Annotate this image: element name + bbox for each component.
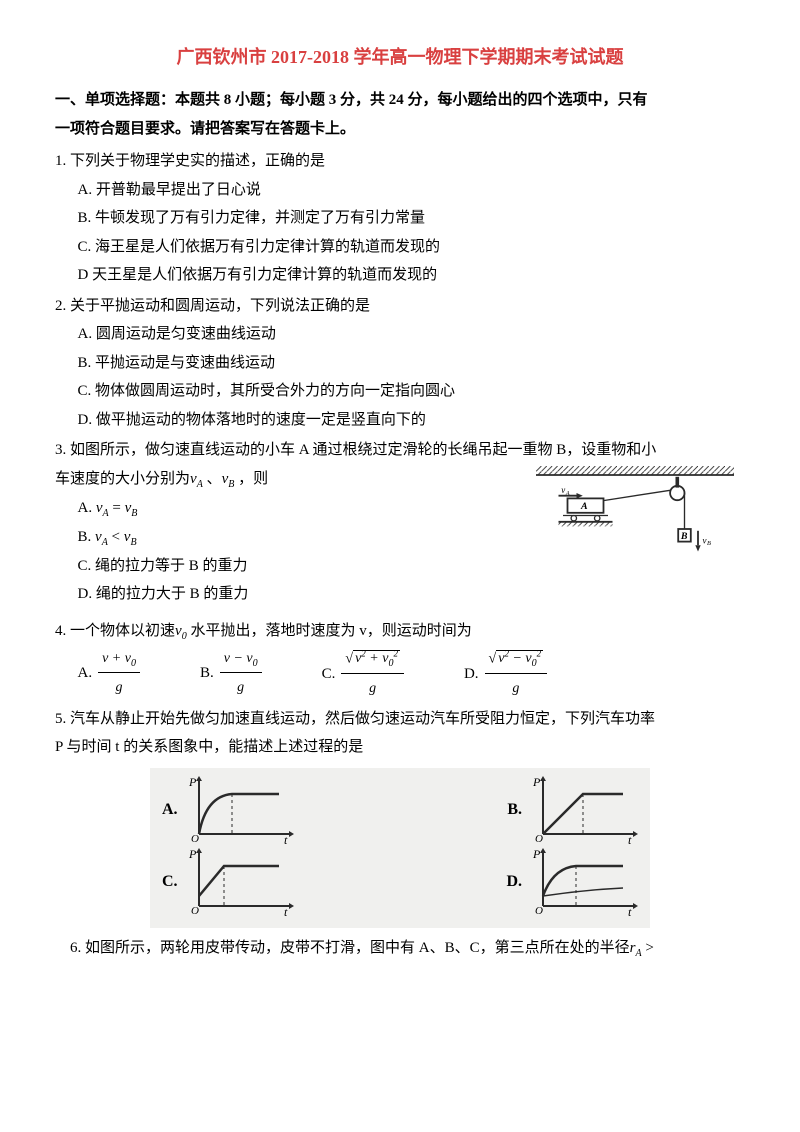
q2-stem: 2. 关于平抛运动和圆周运动，下列说法正确的是 [55, 292, 745, 321]
svg-text:O: O [535, 833, 543, 844]
q1-stem: 1. 下列关于物理学史实的描述，正确的是 [55, 147, 745, 176]
graph-a-svg: P t O [184, 776, 294, 844]
svg-text:B: B [707, 540, 711, 547]
q4-b-label: B. [200, 659, 214, 688]
svg-text:P: P [188, 848, 197, 861]
svg-text:O: O [191, 905, 199, 916]
q2-opt-c: C. 物体做圆周运动时，其所受合外力的方向一定指向圆心 [55, 377, 745, 406]
svg-text:v: v [561, 485, 565, 495]
graph-c-svg: P t O [184, 848, 294, 916]
q3-stem2-post: ，则 [238, 471, 268, 487]
svg-text:O: O [191, 833, 199, 844]
q4-c-label: C. [322, 660, 336, 689]
q3-b-pre: B. [78, 529, 96, 545]
q5-graph-d: D. P t O [506, 848, 638, 916]
question-1: 1. 下列关于物理学史实的描述，正确的是 A. 开普勒最早提出了日心说 B. 牛… [55, 147, 745, 290]
q5-b-label: B. [507, 795, 522, 825]
section-header-l2: 一项符合题目要求。请把答案写在答题卡上。 [55, 121, 355, 137]
svg-text:P: P [188, 776, 197, 789]
q4-opt-c: C.√v2 + v02g [322, 646, 404, 703]
q4-stem-pre: 4. 一个物体以初速 [55, 623, 175, 639]
q5-graph-b: B. P t O [507, 776, 638, 844]
svg-text:P: P [532, 848, 541, 861]
q1-opt-d: D 天王星是人们依据万有引力定律计算的轨道而发现的 [55, 261, 745, 290]
question-6: 6. 如图所示，两轮用皮带传动，皮带不打滑，图中有 A、B、C，第三点所在处的半… [55, 934, 745, 963]
q3-opt-d: D. 绳的拉力大于 B 的重力 [55, 580, 745, 609]
q2-opt-d: D. 做平抛运动的物体落地时的速度一定是竖直向下的 [55, 406, 745, 435]
page-title: 广西钦州市 2017-2018 学年高一物理下学期期末考试试题 [55, 40, 745, 74]
q4-stem: 4. 一个物体以初速v0 水平抛出，落地时速度为 v，则运动时间为 [55, 617, 745, 646]
q4-options: A.v + v0g B.v − v0g C.√v2 + v02g D.√v2 −… [55, 646, 745, 703]
section-header-l1: 一、单项选择题：本题共 8 小题；每小题 3 分，共 24 分，每小题给出的四个… [55, 92, 648, 108]
svg-text:v: v [703, 536, 707, 546]
q5-a-label: A. [162, 795, 178, 825]
q5-graph-panel: A. P t O B. [150, 768, 650, 928]
svg-text:P: P [532, 776, 541, 789]
pulley-diagram: v A A B v B [525, 466, 745, 556]
q6-stem: 6. 如图所示，两轮用皮带传动，皮带不打滑，图中有 A、B、C，第三点所在处的半… [70, 940, 630, 956]
q4-d-label: D. [464, 660, 479, 689]
q5-stem1: 5. 汽车从静止开始先做匀加速直线运动，然后做匀速运动汽车所受阻力恒定，下列汽车… [55, 705, 745, 734]
q1-opt-c: C. 海王星是人们依据万有引力定律计算的轨道而发现的 [55, 233, 745, 262]
question-5: 5. 汽车从静止开始先做匀加速直线运动，然后做匀速运动汽车所受阻力恒定，下列汽车… [55, 705, 745, 928]
q5-d-label: D. [506, 867, 522, 897]
section-header: 一、单项选择题：本题共 8 小题；每小题 3 分，共 24 分，每小题给出的四个… [55, 86, 745, 143]
q3-a-pre: A. [78, 500, 96, 516]
svg-text:B: B [680, 531, 688, 542]
q4-opt-d: D.√v2 − v02g [464, 646, 547, 703]
q3-stem2-pre: 车速度的大小分别为 [55, 471, 190, 487]
q4-opt-a: A.v + v0g [78, 646, 140, 703]
graph-b-svg: P t O [528, 776, 638, 844]
q4-a-label: A. [78, 659, 93, 688]
q5-stem2: P 与时间 t 的关系图象中，能描述上述过程的是 [55, 733, 745, 762]
svg-text:A: A [580, 501, 588, 512]
q4-stem-post: 水平抛出，落地时速度为 v，则运动时间为 [190, 623, 471, 639]
q1-opt-a: A. 开普勒最早提出了日心说 [55, 176, 745, 205]
q2-opt-b: B. 平抛运动是与变速曲线运动 [55, 349, 745, 378]
graph-d-svg: P t O [528, 848, 638, 916]
q5-c-label: C. [162, 867, 178, 897]
q1-opt-b: B. 牛顿发现了万有引力定律，并测定了万有引力常量 [55, 204, 745, 233]
q3-stem: 3. 如图所示，做匀速直线运动的小车 A 通过根绕过定滑轮的长绳吊起一重物 B，… [55, 436, 745, 465]
q2-opt-a: A. 圆周运动是匀变速曲线运动 [55, 320, 745, 349]
question-3: 3. 如图所示，做匀速直线运动的小车 A 通过根绕过定滑轮的长绳吊起一重物 B，… [55, 436, 745, 609]
question-4: 4. 一个物体以初速v0 水平抛出，落地时速度为 v，则运动时间为 A.v + … [55, 617, 745, 703]
q4-opt-b: B.v − v0g [200, 646, 262, 703]
svg-text:O: O [535, 905, 543, 916]
question-2: 2. 关于平抛运动和圆周运动，下列说法正确的是 A. 圆周运动是匀变速曲线运动 … [55, 292, 745, 435]
q5-graph-c: C. P t O [162, 848, 294, 916]
svg-text:A: A [565, 490, 570, 497]
q5-graph-a: A. P t O [162, 776, 294, 844]
